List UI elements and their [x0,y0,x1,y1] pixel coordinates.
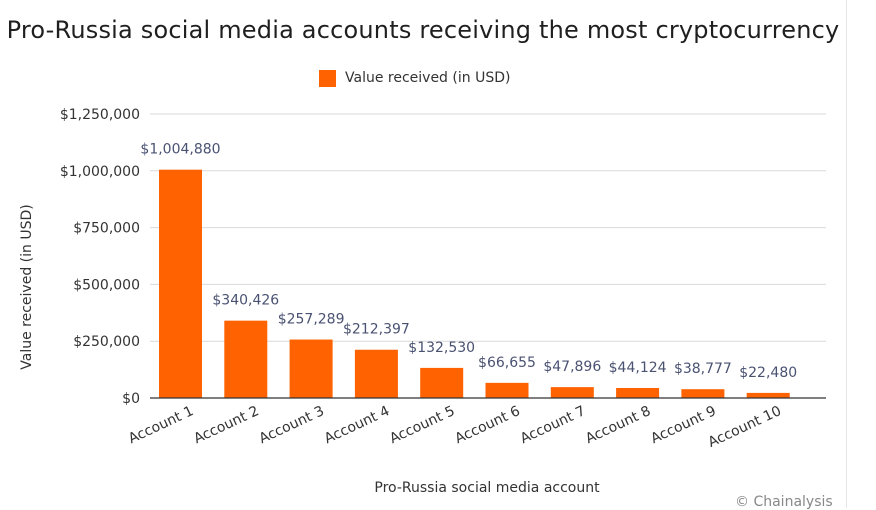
x-tick-label: Account 4 [322,403,392,447]
x-tick-label: Account 5 [387,403,457,447]
chart-title: Pro-Russia social media accounts receivi… [6,16,840,44]
data-label: $340,426 [212,293,279,309]
x-tick-label: Account 7 [518,403,588,447]
bar-chart: $0 $250,000 $500,000 $750,000 $1,000,000 $1,2… [60,107,826,451]
y-tick-label: $0 [122,391,140,407]
data-label: $212,397 [343,322,410,338]
bar [550,387,594,398]
bar [289,339,333,398]
bar [224,320,268,398]
bar [485,382,529,398]
y-tick-label: $1,000,000 [60,164,140,180]
legend-swatch [319,69,336,87]
bar [616,387,660,398]
legend: Value received (in USD) [319,68,510,88]
x-tick-label: Account 10 [706,403,784,451]
chart-card: Pro-Russia social media accounts receivi… [6,16,840,510]
data-label: $66,655 [478,355,536,371]
bar [159,169,202,398]
data-label: $47,896 [543,359,601,375]
bar [420,367,464,398]
data-label: $38,777 [674,361,732,377]
y-tick-label: $1,250,000 [60,107,140,123]
data-label: $257,289 [278,312,345,328]
y-tick-label: $250,000 [73,334,140,350]
data-label: $1,004,880 [140,142,220,158]
data-label: $132,530 [408,340,475,356]
x-tick-label: Account 6 [453,403,523,447]
x-tick-label: Account 2 [191,403,261,447]
x-axis-label: Pro-Russia social media account [374,480,600,496]
data-label: $22,480 [739,365,797,381]
y-tick-label: $500,000 [73,277,140,293]
y-tick-label: $750,000 [73,221,140,237]
bar [746,392,790,398]
credit-text: © Chainalysis [735,494,833,510]
right-edge-divider [846,0,847,508]
x-tick-label: Account 1 [126,403,196,447]
x-tick-label: Account 8 [583,403,653,447]
data-label: $44,124 [609,360,667,376]
bar [681,389,725,398]
bar [354,349,398,398]
legend-label: Value received (in USD) [345,70,511,86]
x-tick-label: Account 3 [257,403,327,447]
